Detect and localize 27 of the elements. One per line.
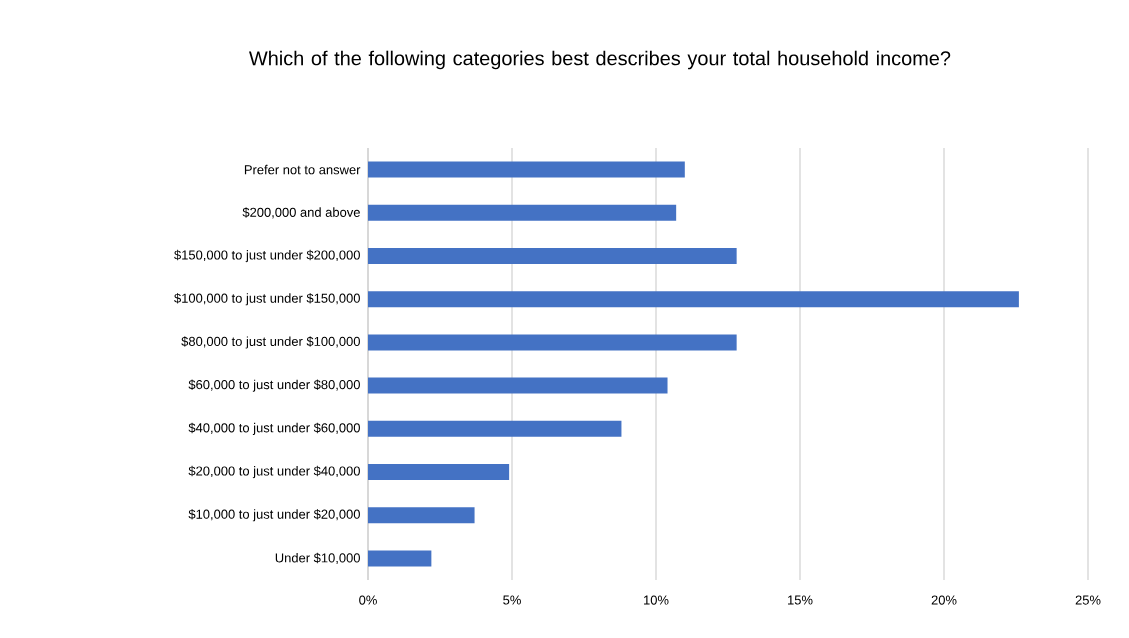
bar [368,550,432,567]
y-tick-label: $10,000 to just under $20,000 [188,509,360,522]
bar [368,420,622,437]
chart-title: Which of the following categories best describes your total household income? [249,50,951,70]
x-tick-label: 25% [1075,595,1101,605]
y-tick-label: $60,000 to just under $80,000 [188,379,360,392]
y-tick-label: $40,000 to just under $60,000 [188,422,360,435]
y-tick-label: $200,000 and above [242,207,360,219]
x-tick-label: 10% [644,595,669,605]
x-tick-label: 20% [931,595,957,605]
bar [368,507,475,524]
y-tick-label: Under $10,000 [275,552,360,565]
bar [368,161,685,178]
y-tick-label: Prefer not to answer [244,164,361,175]
bar [368,334,737,351]
y-tick-label: $20,000 to just under $40,000 [188,465,360,479]
bar [368,464,510,480]
y-tick-label: $150,000 to just under $200,000 [174,249,360,263]
y-tick-label: $80,000 to just under $100,000 [181,336,360,349]
x-tick-label: 15% [788,595,813,605]
bar [368,204,677,221]
x-tick-label: 0% [359,595,377,605]
x-tick-label: 5% [503,595,521,605]
bar [368,377,668,394]
y-tick-label: $100,000 to just under $150,000 [174,293,360,306]
bar [368,248,737,264]
bar [368,291,1019,308]
